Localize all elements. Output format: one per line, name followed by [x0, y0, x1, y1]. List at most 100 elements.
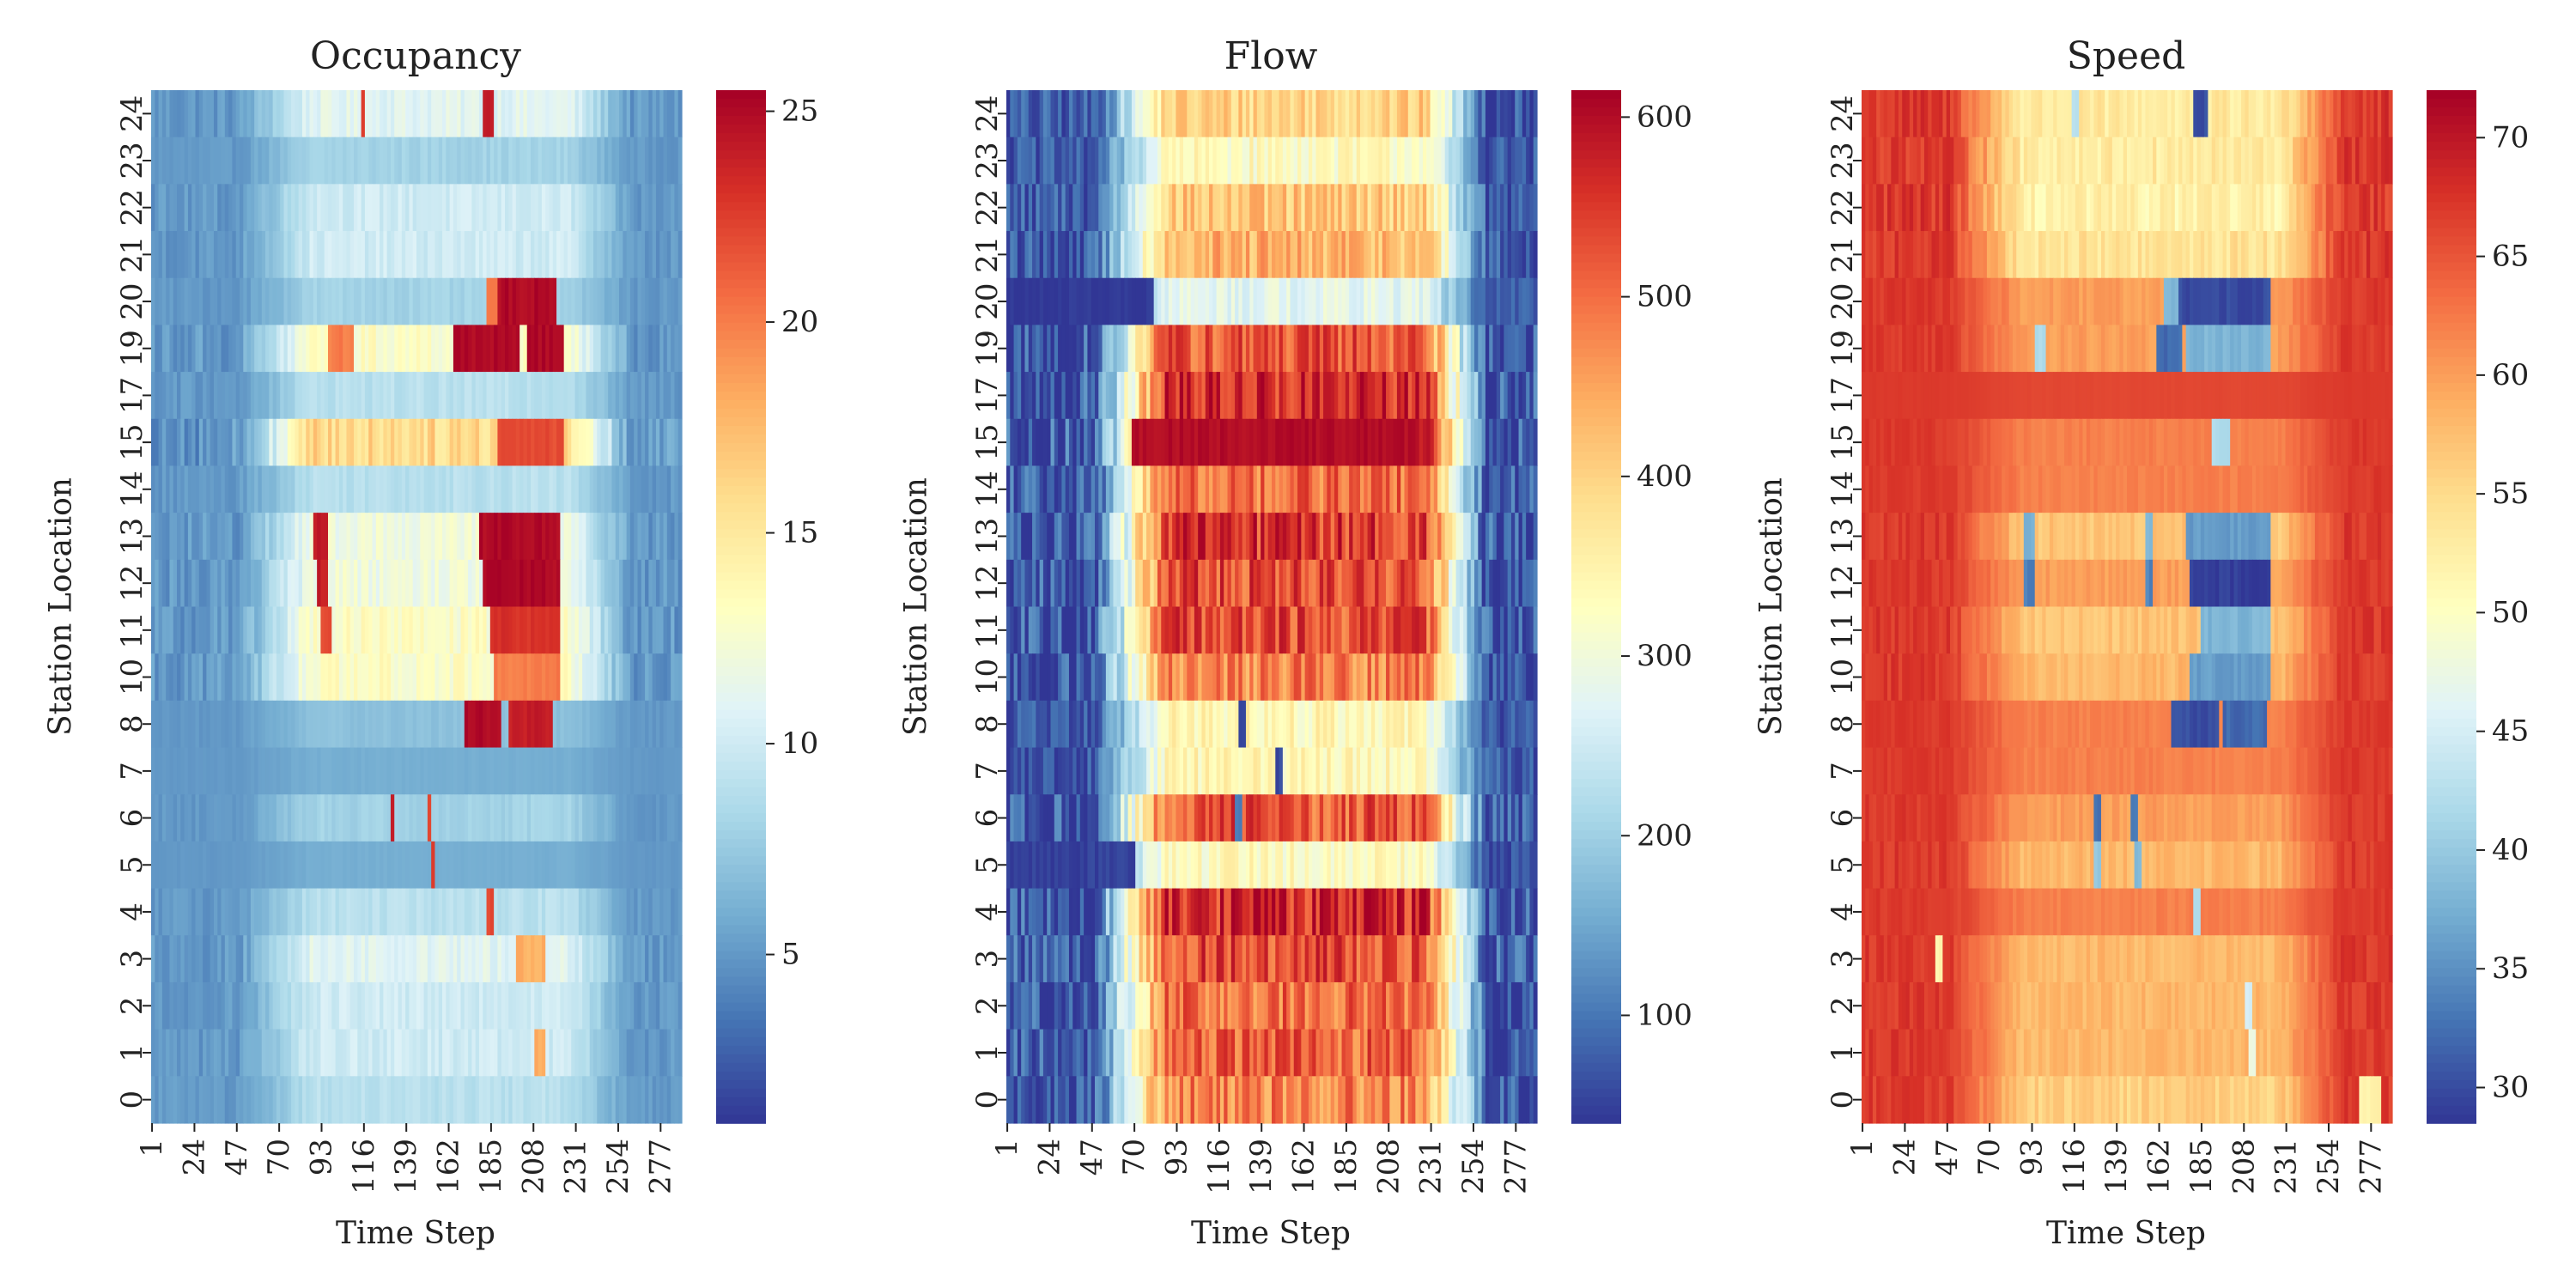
heatmap-cell: [505, 559, 509, 608]
heatmap-cell: [324, 277, 329, 326]
heatmap-cell: [1323, 325, 1327, 373]
heatmap-cell: [1013, 418, 1018, 467]
heatmap-cell: [161, 841, 167, 890]
heatmap-cell: [291, 559, 295, 608]
heatmap-cell: [475, 1029, 480, 1077]
heatmap-cell: [313, 841, 318, 890]
heatmap-cell: [235, 700, 240, 749]
heatmap-cell: [338, 137, 343, 185]
heatmap-cell: [228, 277, 234, 326]
heatmap-cell: [416, 90, 421, 138]
heatmap-cell: [1496, 231, 1501, 279]
heatmap-cell: [272, 418, 277, 467]
heatmap-cell: [1142, 372, 1147, 420]
heatmap-cell: [1485, 418, 1490, 467]
heatmap-cell: [652, 184, 657, 232]
heatmap-cell: [1341, 137, 1346, 185]
heatmap-cell: [531, 841, 535, 890]
heatmap-cell: [1272, 277, 1276, 326]
heatmap-cell: [471, 325, 477, 373]
heatmap-cell: [648, 794, 653, 842]
heatmap-cell: [1507, 90, 1512, 138]
heatmap-cell: [608, 1076, 613, 1124]
heatmap-cell: [158, 1076, 163, 1124]
heatmap-cell: [276, 137, 281, 185]
heatmap-cell: [158, 90, 163, 138]
heatmap-cell: [1297, 90, 1302, 138]
heatmap-cell: [217, 418, 222, 467]
heatmap-cell: [1187, 325, 1192, 373]
heatmap-cell: [464, 888, 469, 936]
heatmap-cell: [272, 700, 277, 749]
heatmap-cell: [1481, 277, 1486, 326]
heatmap-cell: [641, 794, 646, 842]
heatmap-cell: [1242, 184, 1247, 232]
heatmap-cell: [198, 653, 204, 702]
heatmap-cell: [180, 90, 185, 138]
heatmap-cell: [589, 418, 594, 467]
heatmap-cell: [243, 372, 248, 420]
heatmap-cell: [228, 700, 234, 749]
heatmap-cell: [261, 1029, 266, 1077]
heatmap-cell: [648, 418, 653, 467]
heatmap-cell: [1396, 465, 1401, 513]
heatmap-cell: [198, 700, 204, 749]
heatmap-cell: [1515, 372, 1520, 420]
heatmap-cell: [1330, 231, 1335, 279]
heatmap-cell: [243, 606, 248, 654]
heatmap-cell: [1084, 465, 1089, 513]
heatmap-cell: [1253, 137, 1258, 185]
heatmap-cell: [295, 1076, 300, 1124]
heatmap-cell: [1500, 231, 1504, 279]
colorbar-segment: [716, 744, 766, 754]
heatmap-cell: [505, 981, 509, 1030]
heatmap-cell: [1492, 418, 1498, 467]
heatmap-cell: [206, 981, 211, 1030]
heatmap-cell: [677, 1076, 683, 1124]
heatmap-cell: [1452, 231, 1457, 279]
heatmap-cell: [497, 559, 502, 608]
heatmap-cell: [1349, 231, 1354, 279]
heatmap-cell: [1245, 184, 1250, 232]
heatmap-cell: [1518, 231, 1523, 279]
heatmap-cell: [446, 747, 451, 795]
heatmap-cell: [361, 277, 366, 326]
heatmap-cell: [198, 418, 204, 467]
heatmap-cell: [276, 1076, 281, 1124]
heatmap-cell: [1304, 90, 1309, 138]
heatmap-cell: [243, 935, 248, 983]
heatmap-cell: [1504, 559, 1509, 608]
heatmap-cell: [375, 747, 380, 795]
heatmap-cell: [291, 841, 295, 890]
heatmap-cell: [306, 513, 311, 561]
heatmap-cell: [1400, 418, 1406, 467]
heatmap-cell: [427, 1029, 432, 1077]
heatmap-cell: [1168, 418, 1173, 467]
heatmap-cell: [1529, 325, 1534, 373]
heatmap-cell: [571, 90, 576, 138]
heatmap-cell: [563, 325, 568, 373]
heatmap-cell: [401, 137, 406, 185]
heatmap-cell: [151, 184, 155, 232]
heatmap-cell: [368, 935, 374, 983]
heatmap-cell: [1485, 277, 1490, 326]
heatmap-cell: [1272, 513, 1276, 561]
heatmap-cell: [349, 277, 355, 326]
heatmap-cell: [1242, 277, 1247, 326]
heatmap-cell: [567, 513, 572, 561]
heatmap-cell: [531, 137, 535, 185]
heatmap-cell: [383, 935, 388, 983]
heatmap-cell: [301, 325, 307, 373]
heatmap-cell: [1370, 325, 1376, 373]
heatmap-cell: [161, 888, 167, 936]
heatmap-cell: [489, 981, 495, 1030]
heatmap-cell: [386, 935, 392, 983]
heatmap-cell: [1510, 137, 1516, 185]
heatmap-cell: [1364, 231, 1369, 279]
heatmap-cell: [1370, 465, 1376, 513]
heatmap-cell: [1139, 513, 1144, 561]
heatmap-cell: [655, 1029, 660, 1077]
heatmap-cell: [228, 465, 234, 513]
heatmap-cell: [1426, 559, 1431, 608]
heatmap-cell: [523, 794, 528, 842]
